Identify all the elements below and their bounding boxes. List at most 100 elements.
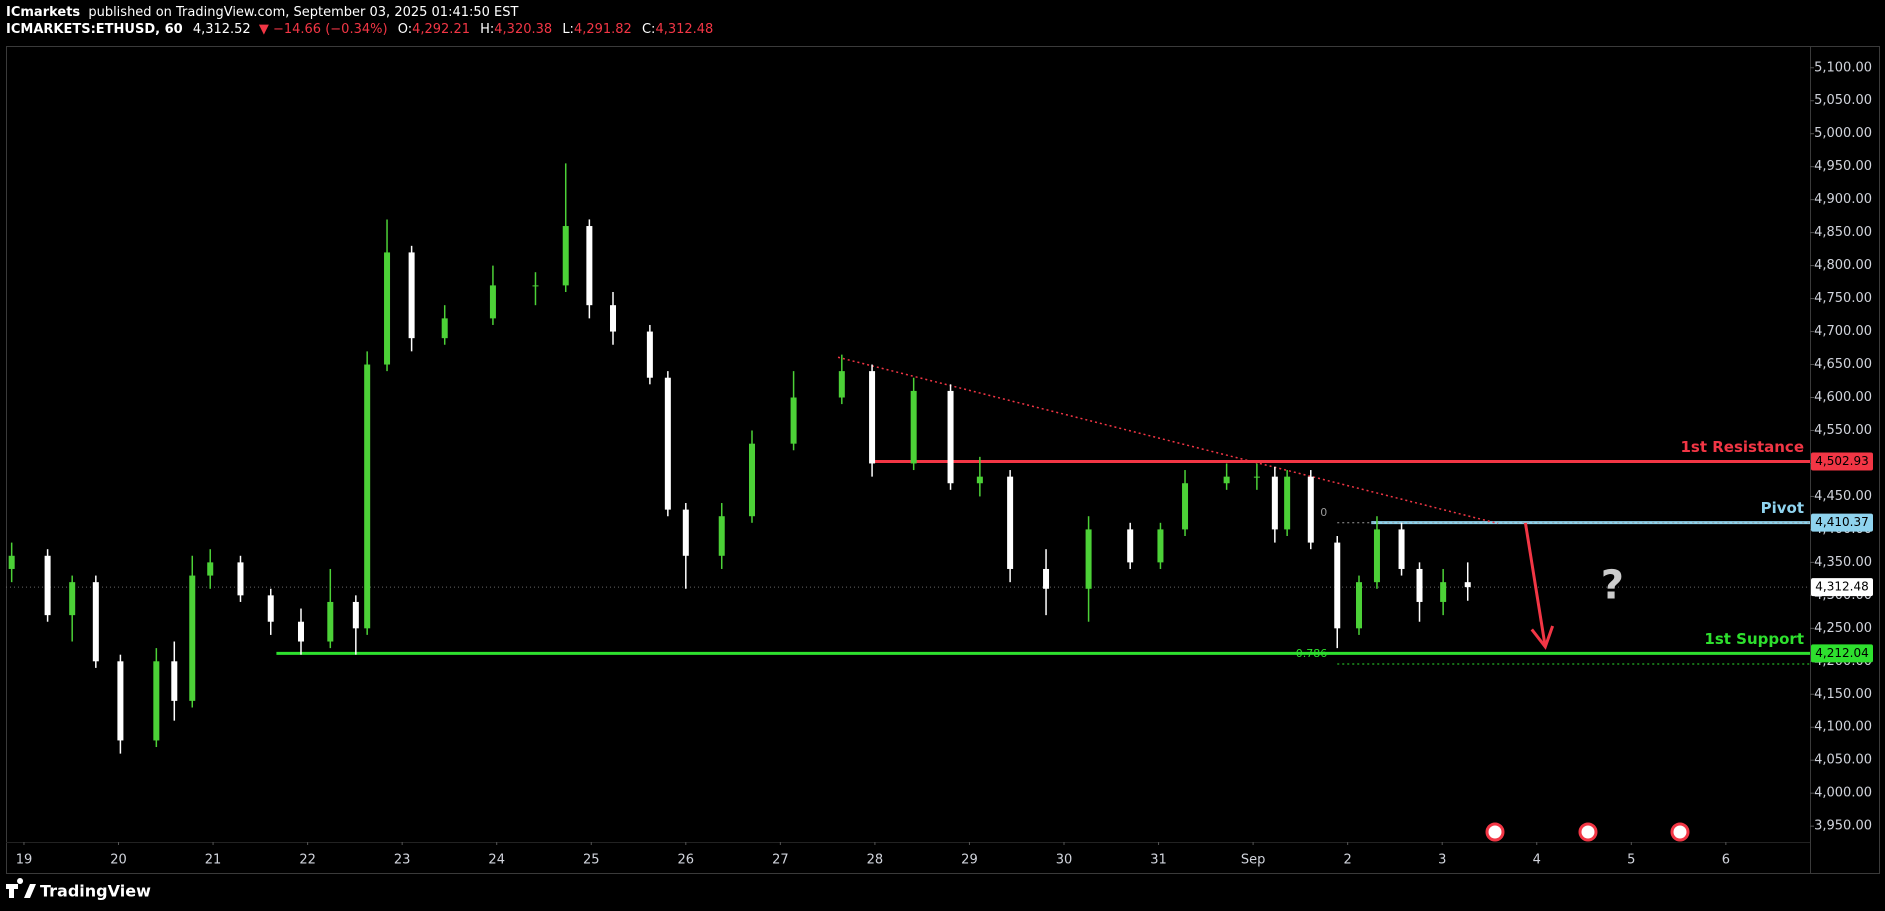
candle-body (207, 562, 214, 576)
publisher: ICmarkets (6, 5, 80, 20)
candle-body (1416, 568, 1423, 602)
level-price-label: 4,212.04 (1815, 646, 1868, 660)
symbol: ICMARKETS:ETHUSD, 60 (6, 22, 183, 37)
y-tick-label: 4,550.00 (1814, 423, 1872, 438)
y-tick-label: 4,600.00 (1814, 390, 1872, 405)
candle-body (171, 661, 178, 701)
candle-body (237, 562, 244, 596)
x-tick-label: 4 (1533, 853, 1541, 868)
x-tick-label: 22 (299, 853, 316, 868)
y-tick-label: 5,050.00 (1814, 93, 1872, 108)
ohlc-label: L: (562, 22, 574, 37)
x-tick-label: 24 (488, 853, 505, 868)
level-price-box (1811, 513, 1873, 532)
x-tick-label: 29 (961, 853, 978, 868)
fib-label: 0.786 (1296, 647, 1328, 660)
candle-body (1253, 476, 1260, 478)
candle-body (838, 371, 845, 398)
candle-body (69, 582, 76, 616)
brand: TradingView (6, 878, 151, 901)
x-tick-label: 23 (394, 853, 411, 868)
arrow-head (1530, 625, 1555, 650)
level-name: 1st Support (1704, 630, 1804, 648)
candle-body (44, 555, 51, 616)
y-tick-label: 4,150.00 (1814, 687, 1872, 702)
candle-body (748, 443, 755, 517)
arrow (1523, 522, 1547, 648)
x-tick-label: 31 (1150, 853, 1167, 868)
candle-body (1007, 476, 1014, 569)
candle-body (297, 621, 304, 642)
candle-body (1223, 476, 1230, 484)
candle-body (1271, 476, 1278, 530)
event-icons (1485, 822, 1690, 842)
candle-body (1157, 529, 1164, 563)
candle-body (664, 377, 671, 510)
y-tick-label: 4,100.00 (1814, 720, 1872, 735)
candle-body (117, 661, 124, 741)
annotation: ? (1601, 562, 1624, 608)
ohlc-value: 4,312.48 (655, 22, 713, 37)
level-price-box (1811, 644, 1873, 663)
header-line: ICmarkets published on TradingView.com, … (6, 5, 519, 20)
fib-label: 0 (1320, 506, 1327, 519)
x-tick-label: Sep (1241, 853, 1266, 868)
x-tick-label: 20 (110, 853, 127, 868)
candle-body (8, 555, 15, 569)
candle-body (610, 305, 617, 332)
level-price-box (1811, 452, 1873, 471)
y-tick-label: 5,100.00 (1814, 60, 1872, 75)
candle-body (267, 595, 274, 622)
candle-body (1043, 568, 1050, 589)
candle-body (1373, 529, 1380, 583)
ohlc-label: O: (398, 22, 412, 37)
change: ▼ −14.66 (−0.34%) (259, 22, 388, 37)
level-price-label: 4,502.93 (1815, 454, 1868, 468)
event-icon (1670, 822, 1690, 842)
candle-body (562, 226, 569, 286)
candles (8, 163, 1471, 754)
x-tick-label: 2 (1344, 853, 1352, 868)
last-price-box (1811, 578, 1873, 597)
ohlc-label: C: (642, 22, 655, 37)
y-tick-label: 4,450.00 (1814, 489, 1872, 504)
candle-body (327, 601, 334, 642)
y-tick-label: 4,050.00 (1814, 753, 1872, 768)
candle-body (489, 285, 496, 319)
symbol-line: ICMARKETS:ETHUSD, 60 4,312.52 ▼ −14.66 (… (6, 22, 713, 37)
level-name: 1st Resistance (1680, 438, 1804, 456)
candle-body (682, 509, 689, 556)
candle-body (1182, 483, 1189, 530)
candle-body (1398, 529, 1405, 569)
candle-body (1464, 582, 1471, 588)
brand-logo (6, 878, 36, 898)
event-icon (1485, 822, 1505, 842)
candle-body (532, 285, 539, 287)
brand-name: TradingView (40, 882, 151, 901)
candle-body (1307, 476, 1314, 543)
frame (6, 46, 1880, 874)
candle-body (790, 397, 797, 444)
x-tick-label: 30 (1056, 853, 1073, 868)
x-tick-label: 28 (867, 853, 884, 868)
price: 4,312.52 (193, 22, 251, 37)
candle-body (1085, 529, 1092, 589)
candle-body (352, 601, 359, 629)
candle-body (976, 476, 983, 484)
y-tick-label: 4,000.00 (1814, 786, 1872, 801)
candle-body (586, 226, 593, 306)
candle-body (1334, 542, 1341, 629)
ohlc-label: H: (480, 22, 494, 37)
y-tick-label: 5,000.00 (1814, 126, 1872, 141)
candle-body (910, 390, 917, 464)
y-tick-label: 4,350.00 (1814, 555, 1872, 570)
candle-body (441, 318, 448, 339)
y-tick-label: 4,250.00 (1814, 621, 1872, 636)
y-tick-label: 4,700.00 (1814, 324, 1872, 339)
x-tick-label: 27 (772, 853, 789, 868)
candle-body (189, 575, 196, 701)
x-tick-label: 26 (678, 853, 695, 868)
